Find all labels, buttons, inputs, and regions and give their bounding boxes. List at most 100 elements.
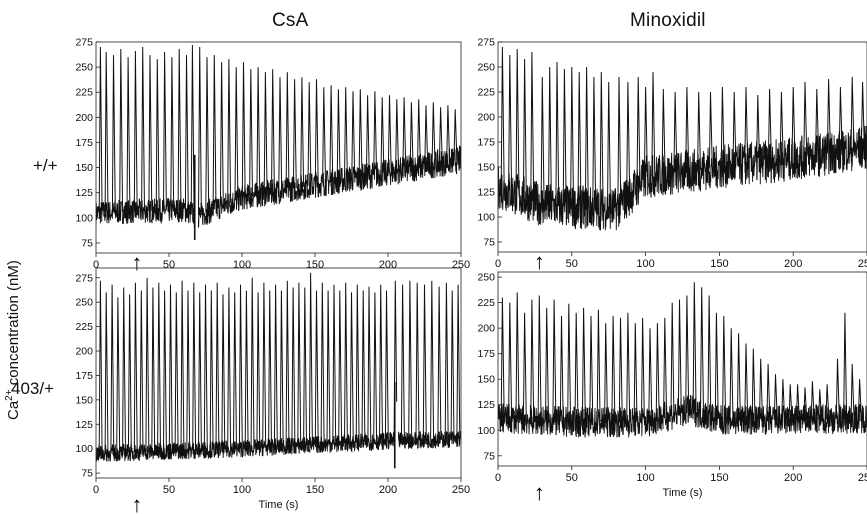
calcium-spike <box>191 45 194 213</box>
calcium-spike <box>142 47 145 211</box>
calcium-spike <box>185 55 188 211</box>
calcium-spike <box>671 303 674 415</box>
calcium-spike <box>286 281 289 447</box>
calcium-spike <box>216 283 219 450</box>
calcium-spike <box>541 77 544 205</box>
calcium-spike <box>381 97 384 173</box>
calcium-spike <box>619 318 622 422</box>
y-tick-label: 125 <box>477 399 495 411</box>
calcium-spike <box>298 283 301 446</box>
calcium-spike <box>257 292 260 447</box>
calcium-spike <box>250 69 253 196</box>
y-tick-label: 225 <box>75 321 93 333</box>
calcium-spike <box>345 283 348 443</box>
x-tick-label: 200 <box>379 259 397 271</box>
calcium-spike <box>279 77 282 191</box>
calcium-spike <box>315 79 318 184</box>
calcium-spike <box>178 49 181 210</box>
calcium-spike <box>575 313 578 422</box>
stimulus-arrow: ↑ <box>131 492 142 514</box>
calcium-spike <box>199 47 202 215</box>
calcium-spike <box>337 89 340 181</box>
panel-frame <box>498 42 867 252</box>
calcium-spike <box>235 67 238 200</box>
calcium-spike <box>409 281 412 441</box>
calcium-spike <box>251 278 254 448</box>
y-tick-label: 225 <box>477 297 495 309</box>
calcium-spike <box>516 49 519 195</box>
x-axis-title: Time (s) <box>663 487 703 499</box>
y-tick-label: 100 <box>477 425 495 437</box>
calcium-spike <box>538 296 541 421</box>
y-tick-label: 200 <box>75 112 93 124</box>
calcium-spike <box>416 283 419 440</box>
y-tick-label: 150 <box>75 394 93 406</box>
calcium-spike <box>99 281 102 454</box>
y-tick-label: 100 <box>477 212 495 224</box>
calcium-spike <box>315 291 318 445</box>
calcium-spike <box>571 67 574 207</box>
calcium-spike <box>501 47 504 189</box>
y-tick-label: 75 <box>483 450 495 462</box>
x-axis-title: Time (s) <box>259 499 299 511</box>
calcium-spike <box>605 323 608 422</box>
calcium-spike <box>656 323 659 419</box>
calcium-spike <box>181 281 184 451</box>
calcium-spike <box>193 283 196 451</box>
x-tick-label: 250 <box>858 472 867 484</box>
calcium-spike <box>274 285 277 447</box>
calcium-spike <box>627 313 630 422</box>
x-tick-label: 150 <box>710 258 728 270</box>
calcium-spike <box>210 291 213 450</box>
calcium-spike <box>737 333 740 420</box>
calcium-spike <box>220 62 223 206</box>
calcium-spike <box>556 62 559 206</box>
calcium-spike <box>752 349 755 421</box>
calcium-spike <box>509 303 512 419</box>
panel-3: 751001251501752002252502750 50 100 150 200 25… <box>75 268 470 514</box>
y-tick-label: 225 <box>477 87 495 99</box>
calcium-spike <box>327 291 330 445</box>
calcium-spike <box>222 294 225 449</box>
calcium-spike <box>164 291 167 452</box>
calcium-spike <box>723 316 726 420</box>
calcium-trace-noise <box>96 431 461 462</box>
calcium-spike <box>171 57 174 210</box>
calcium-spike <box>175 292 178 451</box>
y-tick-label: 75 <box>81 468 93 480</box>
calcium-spike <box>385 291 388 442</box>
calcium-spike <box>531 300 534 420</box>
calcium-spike <box>642 318 645 422</box>
calcium-spike <box>637 77 640 185</box>
calcium-spike <box>593 77 596 208</box>
calcium-spike <box>523 313 526 420</box>
calcium-spike <box>352 91 355 178</box>
calcium-spike <box>652 72 655 176</box>
calcium-spike <box>686 296 689 411</box>
calcium-spike <box>634 323 637 422</box>
y-tick-label: 175 <box>477 137 495 149</box>
calcium-spike <box>111 285 114 453</box>
calcium-spike <box>380 285 383 442</box>
stimulus-arrow: ↑ <box>131 250 142 275</box>
calcium-spike <box>257 67 260 195</box>
calcium-spike <box>582 308 585 422</box>
calcium-spike <box>608 82 611 209</box>
calcium-spike <box>293 79 296 188</box>
calcium-spike <box>447 105 450 162</box>
calcium-spike <box>117 297 120 453</box>
calcium-spike <box>127 57 130 212</box>
y-tick-label: 75 <box>81 237 93 249</box>
x-tick-label: 0 <box>93 484 99 496</box>
calcium-spike <box>105 52 108 213</box>
calcium-spike <box>523 59 526 198</box>
calcium-spike <box>627 82 630 196</box>
calcium-spike <box>597 310 600 422</box>
calcium-spike <box>264 72 267 194</box>
calcium-spike <box>269 291 272 448</box>
x-tick-label: 200 <box>784 472 802 484</box>
calcium-spike <box>745 87 748 164</box>
calcium-spike <box>590 316 593 422</box>
y-tick-label: 250 <box>477 272 495 284</box>
calcium-spike <box>563 69 566 207</box>
